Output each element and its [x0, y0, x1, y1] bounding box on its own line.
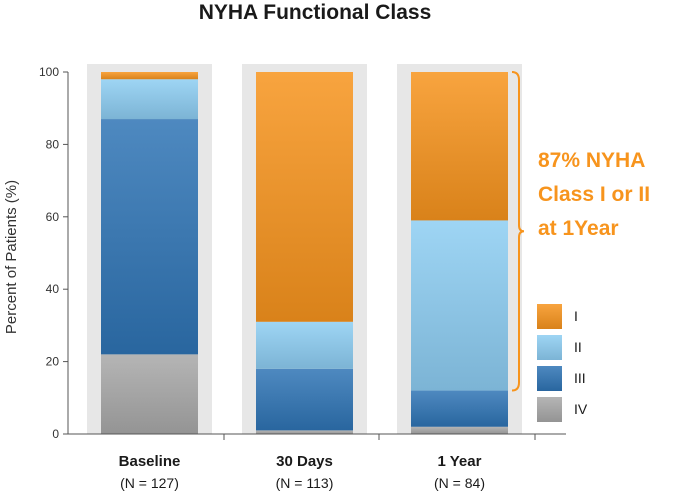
x-category-n: (N = 84)	[434, 475, 485, 491]
y-tick-label: 0	[52, 427, 59, 441]
y-tick-label: 60	[46, 210, 60, 224]
bar-segment-i-2	[256, 72, 353, 322]
legend-swatch-ii	[537, 335, 562, 360]
bar-segment-iv-3	[411, 426, 508, 434]
x-category-label: 30 Days	[276, 453, 333, 470]
bar-segment-iv-2	[256, 430, 353, 434]
bar-segment-ii-1	[101, 79, 198, 120]
callout-bracket	[511, 71, 525, 392]
x-axis-labels: Baseline (N = 127) 30 Days (N = 113) 1 Year (…	[119, 453, 485, 491]
chart-title: NYHA Functional Class	[199, 1, 432, 24]
bar-segment-i-3	[411, 72, 508, 221]
bar-segment-iii-1	[101, 119, 198, 355]
y-tick-label: 40	[46, 282, 60, 296]
x-category-n: (N = 113)	[276, 475, 334, 491]
x-category-label: 1 Year	[438, 453, 482, 470]
y-tick-label: 100	[39, 65, 59, 79]
bar-segment-ii-2	[256, 321, 353, 369]
callout-text-line: Class I or II	[538, 183, 650, 206]
callout: 87% NYHA Class I or II at 1Year	[511, 71, 650, 392]
legend-label: I	[574, 308, 578, 324]
legend-swatch-iv	[537, 397, 562, 422]
x-category-label: Baseline	[119, 453, 181, 470]
legend-label: III	[574, 370, 586, 386]
axes: 0 20 40 60 80 100	[39, 65, 566, 441]
bar-segment-i-1	[101, 72, 198, 80]
legend-swatch-iii	[537, 366, 562, 391]
legend-swatch-i	[537, 304, 562, 329]
callout-text-line: at 1Year	[538, 217, 619, 240]
y-axis-label: Percent of Patients (%)	[3, 180, 20, 334]
bar-segment-ii-3	[411, 220, 508, 391]
bar-segment-iii-2	[256, 368, 353, 431]
y-tick-label: 20	[46, 355, 60, 369]
bars	[101, 72, 508, 434]
bar-segment-iv-1	[101, 354, 198, 434]
legend-label: II	[574, 339, 582, 355]
x-category-n: (N = 127)	[120, 475, 179, 491]
callout-text-line: 87% NYHA	[538, 149, 645, 172]
bar-segment-iii-3	[411, 390, 508, 427]
y-tick-label: 80	[46, 137, 60, 151]
legend-label: IV	[574, 401, 588, 417]
